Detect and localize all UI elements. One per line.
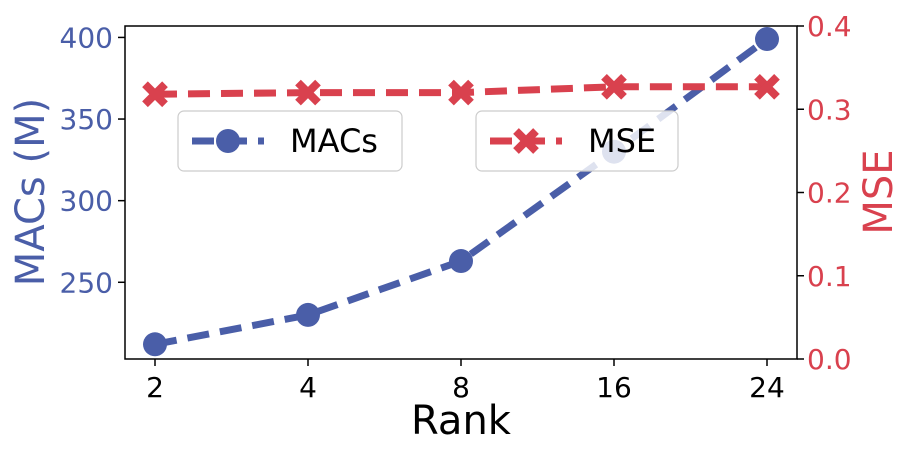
x-axis-label: Rank <box>411 398 512 444</box>
mse-point <box>601 73 627 100</box>
right-tick-label: 0.4 <box>807 10 852 43</box>
x-tick-label: 16 <box>596 371 632 404</box>
x-tick-label: 24 <box>749 371 785 404</box>
right-tick-label: 0.1 <box>807 260 852 293</box>
right-tick-label: 0.2 <box>807 177 852 210</box>
right-tick-label: 0.0 <box>807 343 852 376</box>
left-tick-label: 400 <box>60 21 113 54</box>
mse-point <box>142 81 168 108</box>
mse-point <box>295 79 321 106</box>
left-tick-label: 350 <box>60 103 113 136</box>
legend-entry-mse: MSE <box>475 110 679 172</box>
legend-label: MSE <box>588 122 656 160</box>
macs-point <box>143 332 167 357</box>
right-axis-label: MSE <box>856 149 902 234</box>
mse-point <box>448 79 474 106</box>
mse-point <box>754 73 780 100</box>
legend-marker <box>216 129 240 153</box>
plot-frame <box>124 25 798 360</box>
macs-point <box>755 27 779 52</box>
right-tick-label: 0.3 <box>807 93 852 126</box>
left-tick-label: 250 <box>60 266 113 299</box>
x-tick-label: 4 <box>299 371 317 404</box>
macs-point <box>296 302 320 327</box>
legend-entry-macs: MACs <box>177 110 403 172</box>
x-tick-label: 8 <box>452 371 470 404</box>
left-tick-label: 300 <box>60 185 113 218</box>
macs-series-line <box>154 36 770 348</box>
macs-point <box>449 249 473 274</box>
legend-label: MACs <box>290 122 378 160</box>
x-tick-label: 2 <box>146 371 164 404</box>
left-axis-label: MACs (M) <box>8 98 54 286</box>
legend-marker <box>513 128 539 154</box>
